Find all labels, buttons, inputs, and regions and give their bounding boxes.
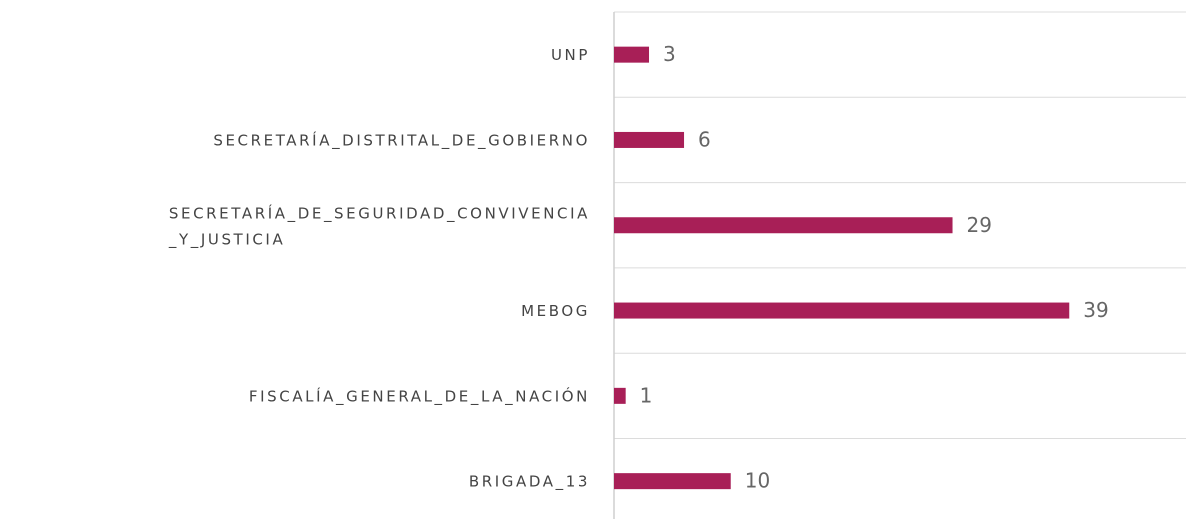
value-label: 10 bbox=[745, 469, 770, 493]
label-line: _Y_JUSTICIA bbox=[168, 230, 285, 249]
value-label: 6 bbox=[698, 127, 711, 151]
value-label: 3 bbox=[663, 42, 676, 66]
bar bbox=[614, 387, 626, 404]
value-label: 29 bbox=[967, 213, 992, 237]
bar bbox=[614, 302, 1070, 319]
label-line: SECRETARÍA_DE_SEGURIDAD_CONVIVENCIA bbox=[169, 203, 590, 223]
value-label: 1 bbox=[640, 383, 653, 407]
bar bbox=[614, 473, 731, 490]
y-tick-label: SECRETARÍA_DISTRITAL_DE_GOBIERNO bbox=[213, 130, 590, 150]
bar bbox=[614, 46, 650, 63]
bar bbox=[614, 131, 685, 148]
y-tick-label: MEBOG bbox=[521, 302, 590, 320]
bar bbox=[614, 217, 953, 234]
y-tick-label: BRIGADA_13 bbox=[469, 473, 590, 492]
y-tick-label: FISCALÍA_GENERAL_DE_LA_NACIÓN bbox=[249, 386, 590, 406]
value-label: 39 bbox=[1083, 298, 1108, 322]
y-tick-label: UNP bbox=[551, 46, 590, 64]
y-tick-label: SECRETARÍA_DE_SEGURIDAD_CONVIVENCIA _Y_JU… bbox=[168, 203, 590, 249]
